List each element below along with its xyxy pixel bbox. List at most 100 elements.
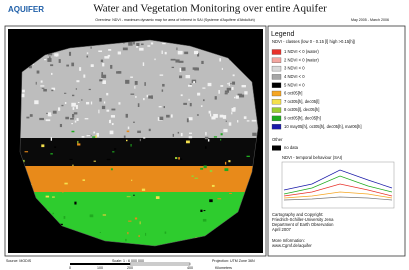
speckle [52,197,55,198]
map-page: AQUIFER Water and Vegetation Monitoring … [0,0,409,270]
speckle [221,133,223,135]
speckle [180,68,182,72]
speckle [202,87,205,88]
speckle [135,218,137,220]
speckle [51,73,52,75]
speckle [194,51,198,54]
speckle [224,168,228,171]
speckle [37,181,39,182]
title: Water and Vegetation Monitoring over ent… [93,3,327,15]
speckle [200,168,203,170]
speckle [98,110,99,114]
speckle [200,210,202,212]
speckle [238,94,242,96]
speckle [144,82,145,86]
speckle [59,59,61,63]
chart-frame [282,162,394,208]
band-orange [0,166,270,196]
speckle [89,89,91,90]
speckle [215,96,217,99]
legend-label: 8 oct05[l], dec05[h] [284,107,319,112]
speckle [203,219,206,222]
speckle [139,48,144,51]
projection: Projection: UTM Zone 36N [212,259,255,263]
speckle [78,102,80,103]
speckle [149,129,151,131]
speckle [201,105,203,107]
speckle [127,196,131,197]
speckle [108,49,111,51]
speckle [239,186,242,188]
speckle [178,51,183,55]
speckle [102,63,104,66]
speckle [188,85,192,87]
legend-label: 2 NDVI < 0 (water) [284,57,319,62]
speckle [195,178,198,179]
speckle [72,165,73,166]
legend-label: 1 NDVI < 0 (water) [284,49,319,54]
other-items: no data [272,145,299,150]
speckle [212,185,215,187]
speckle [102,106,105,109]
speckle [171,59,176,61]
scalebar [130,263,190,265]
speckle [142,189,145,191]
speckle [114,148,116,149]
speckle [111,115,115,118]
speckle [190,84,192,85]
speckle [234,97,235,98]
speckle [42,88,45,89]
legend-label: 5 NDVI < 0 [284,82,305,87]
speckle [53,111,57,114]
speckle [128,42,132,46]
speckle [90,214,94,217]
legend-swatch [272,108,281,113]
speckle [148,95,153,98]
speckle [126,114,128,118]
speckle [30,114,33,117]
speckle [94,161,96,162]
speckle [204,210,206,211]
speckle [77,143,80,145]
legend-label: no data [284,145,299,150]
speckle [223,129,227,132]
speckle [90,47,91,49]
speckle [83,75,85,78]
speckle [106,93,108,95]
speckle [72,114,74,118]
speckle [76,88,77,89]
legend-swatch [272,116,281,121]
legend-subtitle: NDVI - classes (low 0 - 0.15 [l] high >0… [272,39,356,44]
scalebar-labels: 0100200400Kilometers [69,266,232,270]
speckle [130,94,134,95]
credit-line: April 2007 [272,227,292,232]
speckle [22,90,25,93]
scalebar-label: 100 [97,266,103,270]
speckle [171,114,173,117]
speckle [217,198,221,199]
speckle [133,195,134,196]
speckle [205,146,207,149]
speckle [37,71,40,74]
speckle [128,221,131,222]
speckle [186,141,190,144]
speckle [76,80,79,82]
speckle [41,144,44,147]
speckle [165,52,167,54]
speckle [54,53,58,56]
subtitle: Overview: NDVI - maximum dynamic map for… [95,18,255,22]
speckle [54,146,56,147]
speckle [226,121,227,122]
speckle [118,51,121,54]
speckle [130,77,133,78]
speckle [64,216,66,219]
speckle [139,221,140,224]
speckle [228,160,230,162]
speckle [87,135,91,136]
chart-title: NDVI - temporal behaviour (SAI) [282,155,343,160]
speckle [85,118,89,119]
speckle [229,193,232,194]
speckle [65,117,69,119]
speckle [227,83,230,84]
speckle [162,43,165,44]
